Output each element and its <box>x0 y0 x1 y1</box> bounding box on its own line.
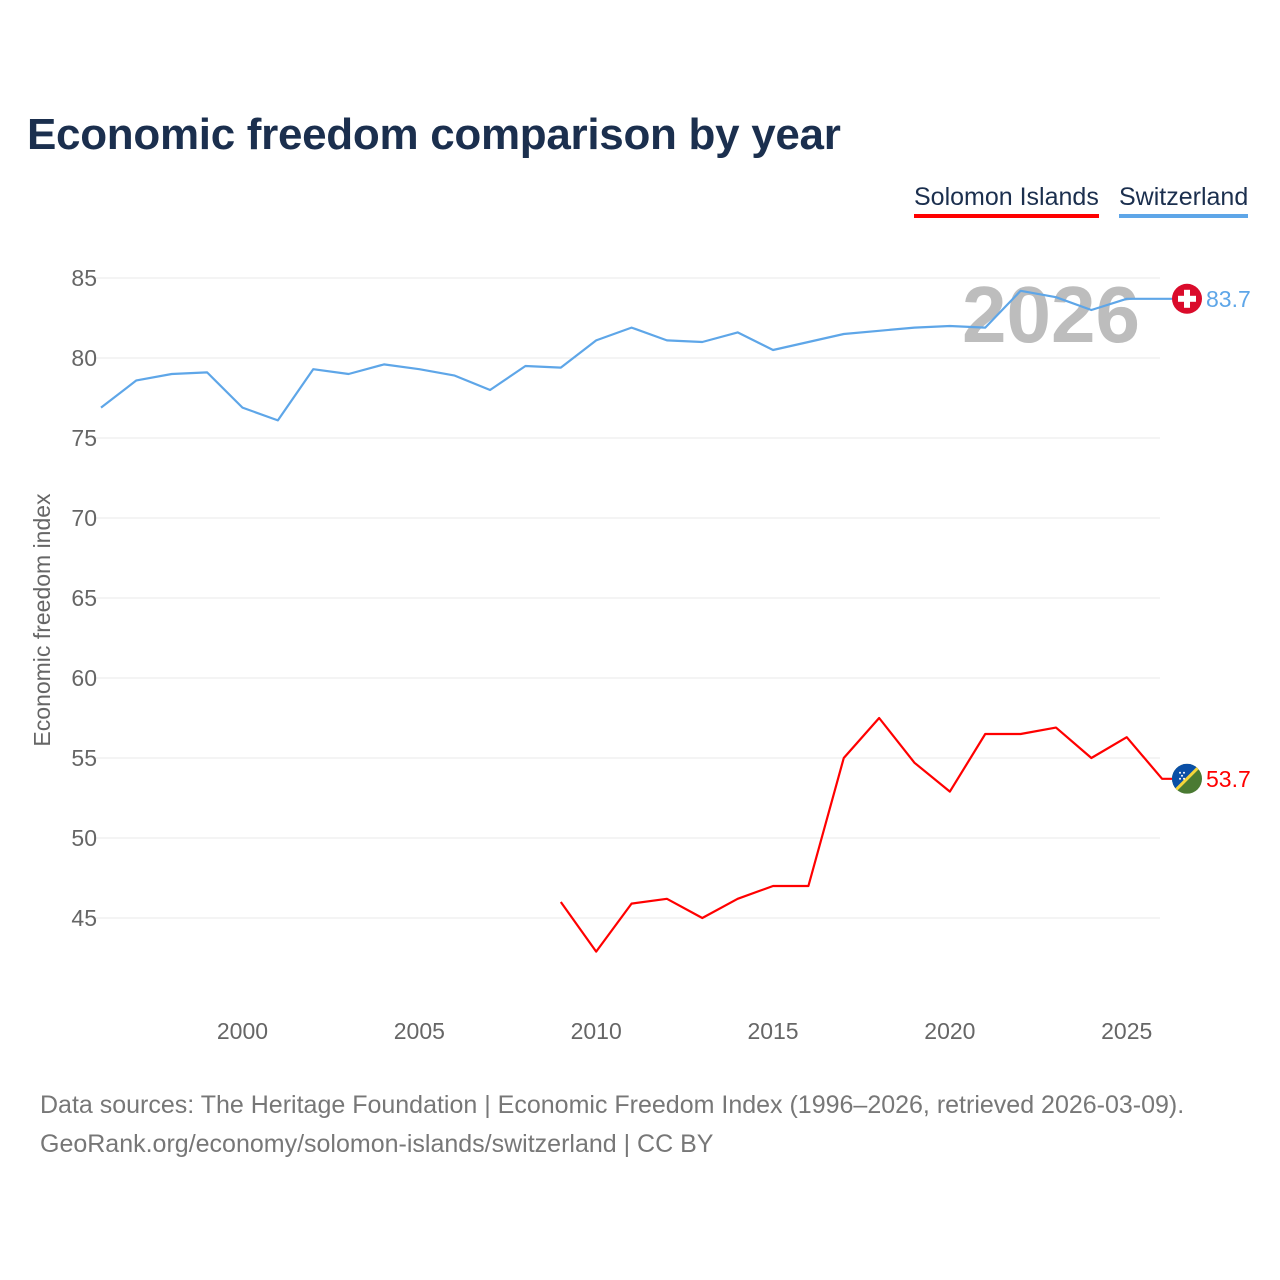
flag-star <box>1179 771 1181 774</box>
data-point <box>841 331 847 337</box>
legend-solomon-islands[interactable]: Solomon Islands <box>914 183 1099 218</box>
year-watermark: 2026 <box>962 270 1140 359</box>
flag-star <box>1183 771 1185 774</box>
data-point <box>275 417 281 423</box>
data-point <box>699 339 705 345</box>
flag-star <box>1181 774 1183 777</box>
solomon-islands-flag-icon <box>1172 763 1202 794</box>
data-point <box>629 901 635 907</box>
series-line-switzerland <box>100 289 1175 422</box>
y-tick-label: 45 <box>71 905 97 931</box>
y-tick-label: 85 <box>71 265 97 291</box>
data-point <box>947 789 953 795</box>
data-point <box>735 896 741 902</box>
data-point <box>947 323 953 329</box>
y-tick-label: 80 <box>71 345 97 371</box>
legend-switzerland[interactable]: Switzerland <box>1119 183 1249 218</box>
data-point <box>133 377 139 383</box>
data-point <box>841 755 847 761</box>
data-point <box>416 366 422 372</box>
x-tick-label: 2025 <box>1101 1018 1152 1044</box>
y-tick-label: 75 <box>71 425 97 451</box>
data-point <box>982 731 988 737</box>
data-point <box>1053 294 1059 300</box>
x-tick-label: 2020 <box>924 1018 975 1044</box>
data-point <box>629 325 635 331</box>
data-point <box>1088 755 1094 761</box>
end-value-label: 53.7 <box>1206 766 1251 792</box>
flag-star <box>1183 777 1185 780</box>
series-line-solomon-islands <box>559 716 1175 953</box>
data-point <box>593 949 599 955</box>
flag-stripe <box>1172 763 1202 794</box>
data-point <box>558 899 564 905</box>
data-point <box>770 347 776 353</box>
x-tick-label: 2010 <box>571 1018 622 1044</box>
data-point <box>770 883 776 889</box>
data-point <box>664 337 670 343</box>
y-tick-label: 55 <box>71 745 97 771</box>
data-point <box>239 405 245 411</box>
data-point <box>664 896 670 902</box>
y-axis-label: Economic freedom index <box>29 493 55 747</box>
chart-title: Economic freedom comparison by year <box>27 110 841 159</box>
data-point <box>310 366 316 372</box>
data-point <box>1088 307 1094 313</box>
data-point <box>98 405 104 411</box>
end-value-label: 83.7 <box>1206 286 1251 312</box>
data-point <box>381 361 387 367</box>
source-note: Data sources: The Heritage Foundation | … <box>40 1086 1184 1164</box>
data-point <box>1124 296 1130 302</box>
y-tick-label: 70 <box>71 505 97 531</box>
data-point <box>487 387 493 393</box>
source-line-2[interactable]: GeoRank.org/economy/solomon-islands/swit… <box>40 1130 714 1158</box>
data-point <box>1018 731 1024 737</box>
x-tick-label: 2015 <box>747 1018 798 1044</box>
data-point <box>805 883 811 889</box>
data-point <box>1159 776 1165 782</box>
data-point <box>735 329 741 335</box>
data-point <box>876 328 882 334</box>
data-point <box>204 369 210 375</box>
data-point <box>982 325 988 331</box>
y-tick-label: 65 <box>71 585 97 611</box>
data-point <box>876 715 882 721</box>
data-point <box>558 365 564 371</box>
data-point <box>912 760 918 766</box>
data-point <box>1053 725 1059 731</box>
data-point <box>1124 734 1130 740</box>
data-point <box>805 339 811 345</box>
x-tick-label: 2005 <box>394 1018 445 1044</box>
y-tick-label: 50 <box>71 825 97 851</box>
data-point <box>452 373 458 379</box>
data-point <box>699 915 705 921</box>
data-point <box>522 363 528 369</box>
source-line-1: Data sources: The Heritage Foundation | … <box>40 1091 1185 1119</box>
y-tick-label: 60 <box>71 665 97 691</box>
data-point <box>593 337 599 343</box>
data-point <box>346 371 352 377</box>
flag-cross <box>1178 295 1196 302</box>
flag-star <box>1179 777 1181 780</box>
x-tick-label: 2000 <box>217 1018 268 1044</box>
data-point <box>1018 288 1024 294</box>
switzerland-flag-icon <box>1172 283 1202 314</box>
data-point <box>912 325 918 331</box>
data-point <box>169 371 175 377</box>
data-point <box>1159 296 1165 302</box>
